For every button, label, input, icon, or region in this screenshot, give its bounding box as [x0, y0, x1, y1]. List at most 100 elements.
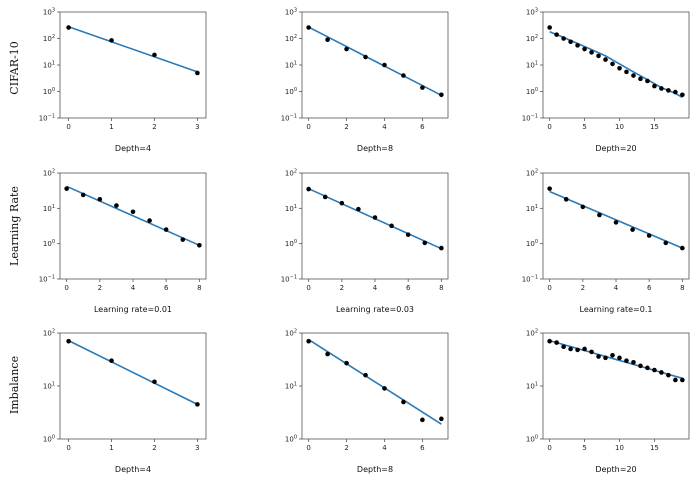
data-point [603, 57, 608, 62]
panel-2: 0 2 4 6 10−1 100 101 102 103 Depth=8 [281, 8, 449, 153]
data-point [322, 194, 328, 200]
plot-frame [542, 172, 690, 280]
data-point [638, 363, 643, 369]
x-tick-label: 0 [547, 123, 551, 131]
data-point [680, 377, 685, 383]
y-tick-label: 10−1 [39, 275, 55, 284]
x-tick-label: 15 [650, 444, 659, 452]
data-point [580, 204, 586, 210]
data-point [554, 340, 559, 345]
x-tick-label: 1 [109, 444, 113, 452]
y-tick-label: 102 [43, 329, 55, 338]
data-point [439, 92, 444, 98]
y-tick-label: 102 [285, 169, 297, 178]
fit-line [308, 26, 442, 97]
x-tick-label: 4 [614, 284, 619, 292]
fit-line [68, 25, 198, 73]
y-tick-label: 10−1 [522, 275, 538, 284]
data-point [109, 358, 114, 364]
data-point [652, 83, 657, 89]
y-tick-label: 100 [43, 435, 55, 444]
data-point [80, 192, 86, 198]
y-tick-label: 103 [285, 8, 297, 17]
plot-frame [542, 332, 690, 440]
data-point [66, 338, 71, 344]
data-point [420, 417, 425, 423]
data-point [554, 32, 559, 37]
plot-frame [59, 332, 207, 440]
x-tick-label: 2 [344, 123, 348, 131]
fit-line [549, 190, 683, 249]
data-point [630, 227, 635, 232]
x-tick-label: 5 [582, 444, 586, 452]
data-point [680, 245, 685, 251]
data-point [568, 39, 573, 45]
data-point [325, 351, 330, 357]
data-point [624, 69, 629, 75]
y-tick-label: 101 [285, 382, 297, 391]
data-point [401, 73, 406, 78]
x-tick-label: 8 [680, 284, 684, 292]
x-axis-label: Depth=20 [595, 144, 636, 153]
y-tick-label: 102 [43, 169, 55, 178]
data-point [575, 347, 580, 353]
x-tick-label: 6 [164, 284, 169, 292]
x-axis-label: Depth=8 [357, 144, 393, 153]
data-point [147, 218, 152, 223]
y-tick-label: 10−1 [281, 114, 297, 123]
data-point [645, 78, 650, 84]
row-label-cifar10: CIFAR-10 [8, 41, 21, 94]
x-tick-label: 10 [615, 123, 624, 131]
panel-8: 0 2 4 6 100 101 102 Depth=8 [285, 329, 449, 474]
y-tick-label: 101 [285, 61, 297, 70]
data-point [597, 212, 602, 218]
data-point [610, 61, 615, 67]
data-point [109, 38, 114, 43]
y-tick-label: 102 [526, 329, 538, 338]
x-tick-label: 10 [615, 444, 624, 452]
y-tick-label: 101 [43, 61, 55, 70]
y-tick-label: 100 [526, 239, 538, 248]
plot-frame [301, 172, 449, 280]
x-tick-label: 6 [420, 123, 425, 131]
data-point [596, 53, 601, 59]
x-tick-label: 0 [306, 444, 310, 452]
data-point [563, 197, 569, 202]
panel-3: 0 5 10 15 10−1 100 101 102 103 Depth=20 [522, 8, 690, 153]
x-axis-label: Learning rate=0.03 [336, 305, 414, 314]
data-point [152, 379, 157, 385]
y-tick-label: 101 [43, 204, 55, 213]
data-point [66, 25, 71, 30]
plot-frame [59, 11, 207, 119]
data-point [646, 233, 652, 238]
data-point [645, 365, 650, 371]
data-point [547, 25, 552, 30]
x-tick-label: 0 [66, 444, 70, 452]
data-point [344, 360, 349, 366]
fit-line [66, 185, 200, 247]
x-tick-label: 2 [152, 444, 156, 452]
y-tick-label: 101 [526, 204, 538, 213]
panel-5: 0 2 4 6 8 10−1 100 101 102 Learning rate=0.03 [281, 169, 449, 314]
data-point [382, 386, 387, 391]
data-point [97, 197, 103, 202]
data-point [306, 186, 311, 192]
x-tick-label: 0 [547, 444, 551, 452]
x-tick-label: 0 [64, 284, 68, 292]
data-point [610, 352, 615, 358]
y-tick-label: 101 [526, 382, 538, 391]
x-tick-label: 4 [382, 444, 387, 452]
data-point [64, 186, 69, 191]
data-point [180, 237, 186, 242]
data-point [631, 360, 636, 365]
data-point [666, 372, 671, 378]
data-point [561, 344, 566, 350]
x-axis-label: Learning rate=0.01 [94, 305, 172, 314]
x-tick-label: 2 [98, 284, 102, 292]
fit-line [549, 30, 683, 99]
x-tick-label: 4 [373, 284, 378, 292]
y-tick-label: 102 [526, 34, 538, 43]
x-tick-label: 0 [66, 123, 70, 131]
x-tick-label: 0 [306, 284, 310, 292]
